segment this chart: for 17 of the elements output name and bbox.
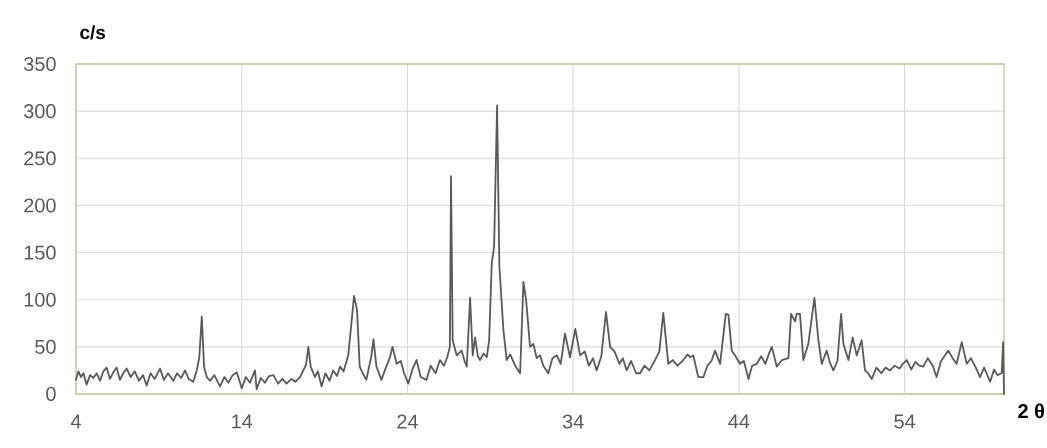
y-tick-label: 50 — [35, 339, 56, 354]
x-tick-label: 54 — [894, 414, 916, 429]
y-tick-label: 150 — [24, 245, 56, 260]
x-tick-label: 34 — [562, 414, 584, 429]
x-tick-label: 44 — [728, 414, 750, 429]
y-tick-label: 350 — [24, 56, 56, 72]
y-axis-title: c/s — [80, 25, 106, 40]
x-tick-label: 24 — [397, 414, 418, 429]
x-tick-label: 4 — [70, 414, 81, 429]
line-series — [75, 104, 1005, 395]
y-tick-label: 0 — [46, 386, 56, 402]
y-tick-label: 200 — [24, 198, 56, 213]
y-tick-label: 100 — [24, 292, 56, 307]
y-tick-label: 250 — [24, 151, 56, 166]
y-tick-label: 300 — [24, 104, 56, 119]
x-axis-title: 2 θ — [1018, 403, 1045, 419]
x-tick-label: 14 — [232, 414, 253, 429]
